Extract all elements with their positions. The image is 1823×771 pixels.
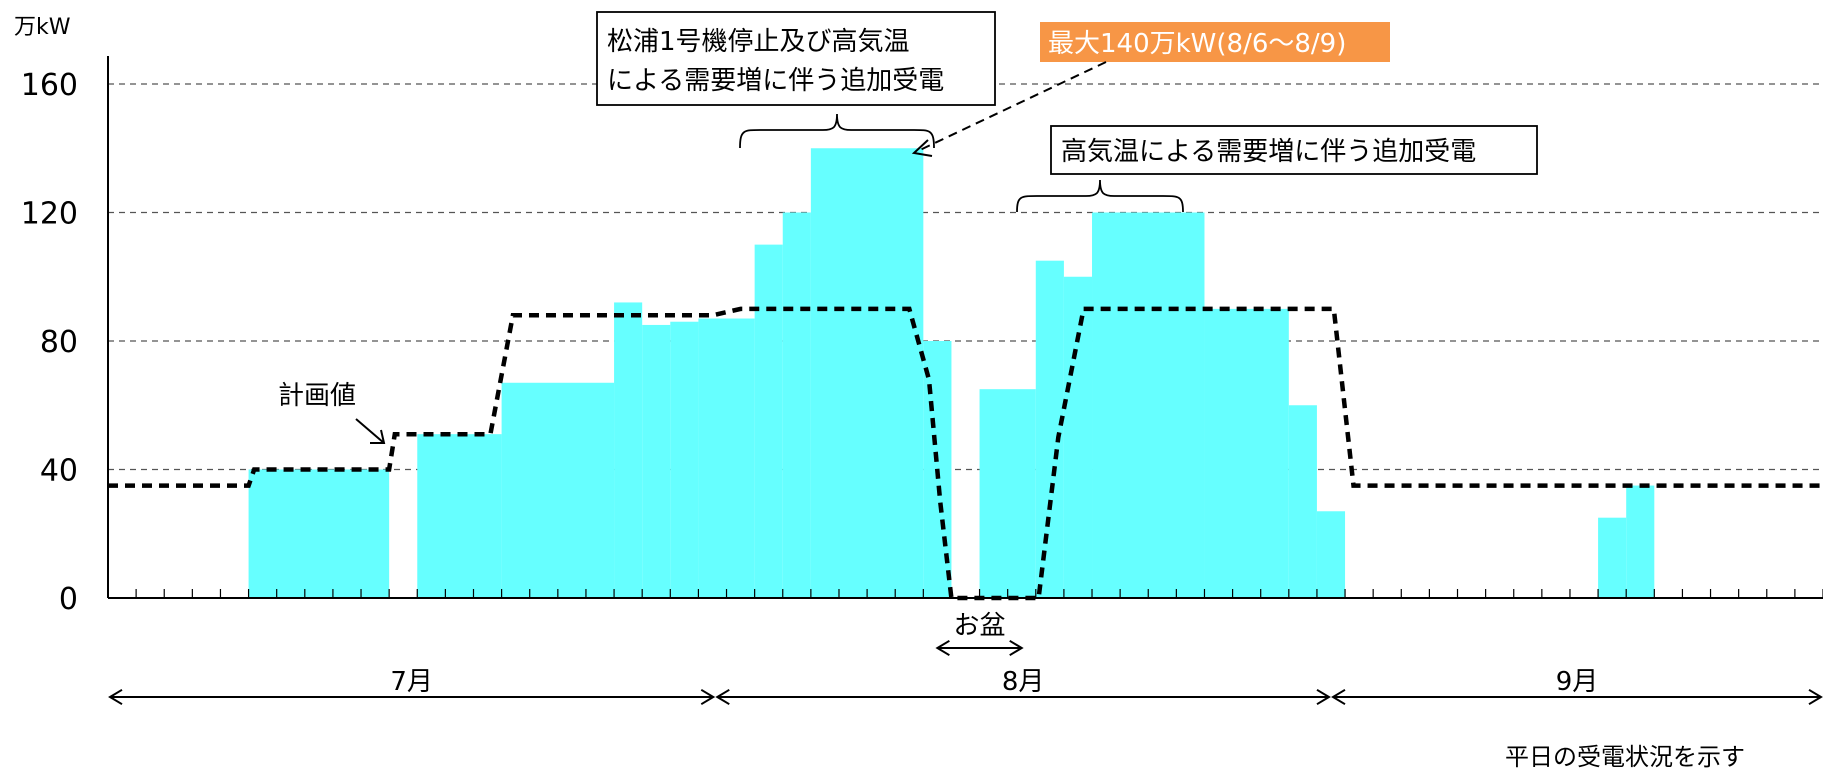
annotation-box-2 — [1050, 125, 1538, 175]
brace — [739, 113, 935, 149]
annotation-box-2-text: 高気温による需要増に伴う追加受電 — [1061, 137, 1476, 167]
y-tick-label: 160 — [21, 68, 78, 103]
bar — [1092, 212, 1205, 598]
arrow-head — [935, 639, 950, 657]
arrow-head — [911, 139, 933, 157]
bar — [1316, 511, 1346, 598]
axes: 0 40 80 120 160 — [21, 56, 1823, 617]
arrow-head — [1009, 639, 1024, 657]
bar — [810, 148, 924, 598]
bar — [614, 302, 643, 598]
month-ranges: 7月 8月 9月 お盆 — [108, 611, 1823, 706]
month-label: 9月 — [1556, 667, 1599, 697]
y-tick-label: 0 — [59, 582, 78, 617]
arrow-head — [1808, 688, 1823, 706]
bar — [1063, 276, 1093, 598]
bar — [642, 324, 671, 598]
annotation-box-1 — [596, 11, 996, 106]
plan-line — [108, 306, 1823, 601]
bar — [1204, 308, 1289, 598]
arrow-head — [1331, 688, 1346, 706]
y-tick-label: 120 — [21, 197, 78, 232]
arrow-head — [370, 429, 386, 444]
bar — [754, 244, 783, 598]
bars — [248, 148, 1655, 598]
y-tick-label: 80 — [40, 325, 78, 360]
month-label: 8月 — [1002, 667, 1045, 697]
annotation-box-1-line1: 松浦1号機停止及び高気温 — [607, 27, 910, 57]
max-label-box — [1040, 22, 1390, 62]
bar — [979, 389, 1036, 598]
max-label: 最大140万kW(8/6～8/9) — [1048, 29, 1346, 59]
max-label-arrow — [919, 61, 1107, 151]
y-unit-label: 万kW — [14, 15, 71, 40]
bar — [698, 318, 755, 598]
arrow-head — [700, 688, 716, 706]
bar — [782, 212, 811, 598]
grid-lines — [108, 83, 1823, 471]
plan-label-arrow — [355, 418, 385, 444]
annotation-box-1-line2: による需要増に伴う追加受電 — [607, 66, 944, 96]
bar — [417, 434, 502, 598]
bar — [670, 321, 699, 598]
bar — [1288, 405, 1317, 598]
bar — [1035, 260, 1064, 598]
brace — [1016, 179, 1184, 213]
obon-label: お盆 — [954, 611, 1006, 641]
bar — [1598, 517, 1627, 598]
footnote: 平日の受電状況を示す — [1505, 743, 1745, 771]
y-tick-label: 40 — [40, 454, 78, 489]
plan-series — [108, 306, 1823, 601]
arrow-head — [1316, 688, 1331, 706]
bar — [248, 469, 390, 598]
month-label: 7月 — [390, 667, 433, 697]
arrow-head — [715, 688, 730, 706]
bar — [1626, 485, 1655, 598]
arrow-head — [108, 688, 123, 706]
bar — [501, 382, 615, 598]
plan-label: 計画値 — [278, 381, 356, 411]
